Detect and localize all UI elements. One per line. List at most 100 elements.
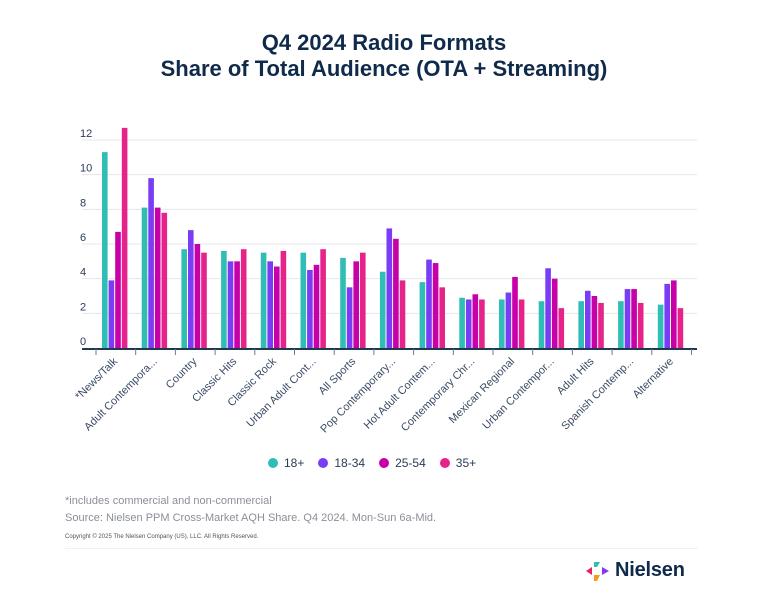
y-tick-label: 10 — [80, 163, 92, 175]
bar-35plus — [637, 302, 644, 348]
bar-18plus — [221, 250, 227, 348]
bar-25-54 — [353, 261, 359, 348]
bar-35plus — [280, 250, 287, 348]
legend-swatch — [379, 458, 390, 468]
nielsen-logo: Nielsen — [585, 559, 685, 582]
x-category-label: Hot Adult Contem... — [362, 356, 438, 432]
footnote-commercial: *includes commercial and non-commercial — [65, 495, 272, 507]
legend-label: 18-34 — [334, 456, 366, 470]
y-tick-label: 8 — [80, 197, 86, 209]
bar-18-34 — [426, 259, 432, 348]
x-category-label: Pop Contemporary... — [318, 356, 398, 436]
bar-18plus — [419, 282, 426, 348]
bar-18plus — [141, 207, 148, 348]
y-tick-label: 2 — [80, 301, 86, 313]
x-category-label: Adult Hits — [555, 355, 597, 397]
bar-25-54 — [551, 278, 558, 348]
bar-35plus — [677, 308, 684, 348]
bar-18plus — [181, 249, 187, 348]
bar-35plus — [161, 212, 168, 348]
chart-title: Q4 2024 Radio Formats Share of Total Aud… — [0, 30, 768, 82]
legend-item: 25-54 — [379, 456, 426, 470]
bar-18plus — [379, 271, 386, 348]
bar-35plus — [439, 287, 445, 348]
bar-25-54 — [313, 264, 320, 348]
x-category-label: Urban Contempor... — [480, 356, 556, 432]
bar-18plus — [578, 301, 584, 348]
copyright-notice: Copyright © 2025 The Nielsen Company (US… — [65, 534, 259, 540]
bar-25-54 — [115, 231, 121, 348]
legend-swatch — [268, 458, 278, 468]
bar-18-34 — [188, 230, 194, 348]
bar-35plus — [399, 280, 406, 348]
bar-18-34 — [267, 261, 273, 348]
y-tick-label: 12 — [80, 128, 92, 140]
logo-text: Nielsen — [615, 559, 685, 581]
logo-triangle-bottom — [594, 574, 600, 581]
bar-25-54 — [393, 238, 399, 348]
bar-25-54 — [154, 207, 161, 348]
x-category-label: Spanish Contemp... — [559, 356, 636, 433]
bar-35plus — [240, 249, 247, 348]
bar-18-34 — [545, 268, 551, 348]
bar-18plus — [260, 252, 267, 348]
bar-18plus — [459, 297, 465, 348]
footnote-source: Source: Nielsen PPM Cross-Market AQH Sha… — [65, 512, 437, 524]
logo-triangle-left — [586, 566, 592, 575]
bar-25-54 — [432, 263, 439, 348]
bar-18-34 — [346, 287, 353, 348]
bar-18-34 — [148, 178, 154, 348]
bar-18-34 — [664, 283, 670, 348]
bar-35plus — [320, 249, 326, 348]
bar-35plus — [598, 302, 604, 348]
bar-35plus — [518, 299, 525, 348]
x-category-label: Country — [164, 355, 200, 391]
bar-25-54 — [591, 296, 598, 348]
x-category-label: All Sports — [317, 355, 359, 397]
bar-18-34 — [505, 292, 512, 348]
bar-25-54 — [631, 289, 637, 348]
bar-18-34 — [227, 261, 234, 348]
bar-25-54 — [234, 261, 240, 348]
logo-triangle-right — [602, 566, 609, 575]
bar-35plus — [121, 127, 128, 348]
bar-18-34 — [585, 290, 591, 348]
legend-item: 35+ — [439, 456, 477, 470]
legend-label: 25-54 — [395, 456, 426, 470]
bar-18plus — [618, 301, 624, 348]
bar-18plus — [657, 304, 664, 348]
bar-35plus — [360, 252, 366, 348]
bar-18-34 — [307, 270, 313, 348]
logo-triangle-top — [594, 561, 600, 567]
bar-18plus — [499, 299, 505, 348]
x-category-label: Contemporary Chr... — [399, 356, 478, 435]
bar-35plus — [558, 308, 565, 348]
nielsen-logo-icon — [586, 561, 609, 581]
title-line-1: Q4 2024 Radio Formats — [261, 30, 507, 55]
bar-18-34 — [108, 280, 115, 348]
bar-18-34 — [386, 228, 393, 348]
divider — [65, 548, 698, 549]
x-category-label: Adult Contempora... — [82, 356, 160, 434]
bar-35plus — [479, 299, 485, 348]
legend-swatch — [439, 458, 450, 468]
bar-35plus — [201, 252, 207, 348]
legend-item: 18-34 — [318, 456, 365, 470]
bar-18-34 — [624, 289, 631, 348]
legend-label: 18+ — [284, 456, 305, 470]
bar-25-54 — [274, 266, 280, 348]
bar-25-54 — [194, 244, 201, 348]
y-tick-label: 4 — [80, 267, 86, 279]
y-tick-label: 6 — [80, 232, 86, 244]
x-category-label: Alternative — [631, 356, 676, 401]
legend-item: 18+ — [268, 456, 304, 470]
x-category-label: Urban Adult Cont... — [244, 356, 318, 430]
bar-25-54 — [671, 280, 677, 348]
bar-25-54 — [472, 294, 479, 348]
bar-18plus — [340, 257, 346, 348]
title-line-2: Share of Total Audience (OTA + Streaming… — [160, 56, 608, 81]
bar-25-54 — [512, 276, 518, 348]
legend-label: 35+ — [455, 456, 477, 470]
y-tick-label: 0 — [80, 336, 86, 348]
